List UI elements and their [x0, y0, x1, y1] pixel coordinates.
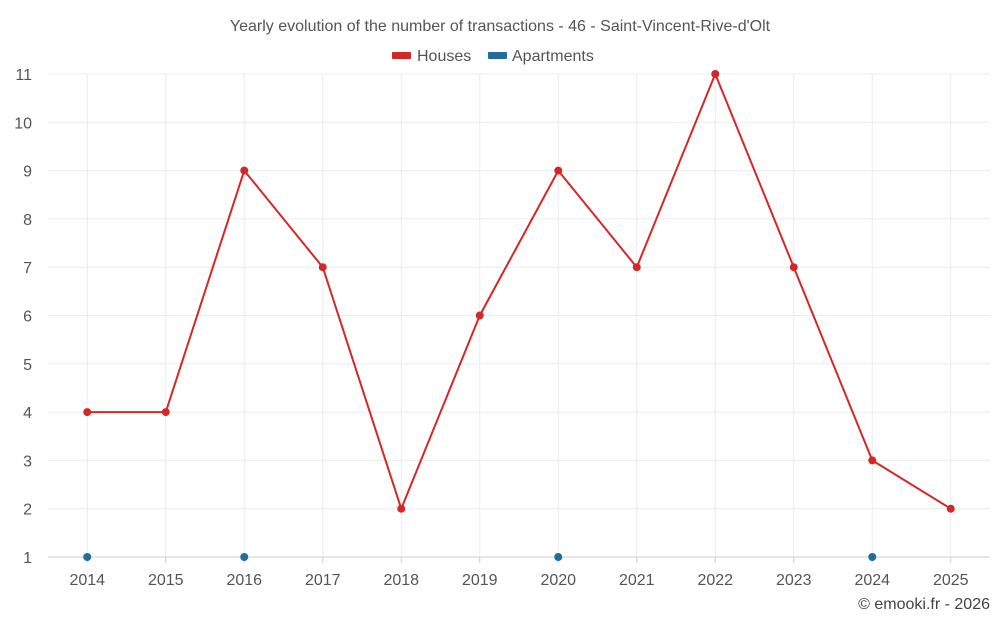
y-tick-label: 4 [23, 405, 32, 422]
x-tick-label: 2024 [854, 572, 890, 589]
data-point-apartments[interactable] [83, 553, 92, 561]
credit-text: © emooki.fr - 2026 [858, 596, 990, 613]
x-tick-label: 2023 [776, 572, 812, 589]
series [83, 70, 955, 561]
x-tick-label: 2017 [305, 572, 341, 589]
series-houses [83, 70, 955, 513]
data-point-houses[interactable] [83, 408, 92, 417]
x-axis-ticks: 2014 2015 2016 2017 2018 2019 2020 2021 2022 2023… [69, 572, 968, 589]
legend: Houses Apartments [392, 48, 594, 65]
x-tick-label: 2018 [383, 572, 419, 589]
data-point-houses[interactable] [868, 456, 877, 465]
y-tick-label: 8 [23, 212, 32, 229]
x-tick-label: 2014 [69, 572, 105, 589]
gridlines [48, 73, 990, 563]
y-tick-label: 6 [23, 309, 32, 326]
y-tick-label: 3 [23, 453, 32, 470]
legend-swatch-apartments [488, 52, 507, 59]
data-point-apartments[interactable] [554, 553, 563, 561]
data-point-houses[interactable] [554, 166, 563, 175]
data-point-houses[interactable] [711, 70, 720, 78]
legend-item-houses[interactable]: Houses [392, 48, 471, 65]
y-tick-label: 11 [15, 67, 32, 84]
x-tick-label: 2022 [697, 572, 733, 589]
data-point-houses[interactable] [397, 504, 406, 513]
data-point-houses[interactable] [161, 408, 170, 417]
x-tick-label: 2016 [226, 572, 262, 589]
data-point-apartments[interactable] [240, 553, 249, 561]
y-tick-label: 9 [23, 164, 32, 181]
y-tick-label: 1 [23, 550, 32, 567]
data-point-houses[interactable] [789, 263, 798, 272]
data-point-houses[interactable] [240, 166, 249, 175]
series-apartments [83, 553, 877, 561]
data-point-houses[interactable] [318, 263, 327, 272]
y-axis-ticks: 1 2 3 4 5 6 7 8 9 10 11 [14, 67, 32, 567]
legend-label-apartments: Apartments [512, 48, 594, 65]
data-point-houses[interactable] [475, 311, 484, 320]
y-tick-label: 7 [23, 260, 32, 277]
x-tick-label: 2019 [462, 572, 498, 589]
y-tick-label: 5 [23, 357, 32, 374]
y-tick-label: 2 [23, 502, 32, 519]
legend-label-houses: Houses [417, 48, 471, 65]
legend-item-apartments[interactable]: Apartments [488, 48, 594, 65]
x-tick-label: 2015 [148, 572, 184, 589]
y-tick-label: 10 [14, 115, 32, 132]
x-tick-label: 2020 [540, 572, 576, 589]
series-line-houses [87, 73, 952, 510]
data-point-apartments[interactable] [868, 553, 877, 561]
chart-title: Yearly evolution of the number of transa… [230, 18, 771, 35]
legend-swatch-houses [392, 52, 411, 59]
data-point-houses[interactable] [632, 263, 641, 272]
data-point-houses[interactable] [946, 504, 955, 513]
x-tick-label: 2021 [619, 572, 655, 589]
x-tick-label: 2025 [933, 572, 969, 589]
